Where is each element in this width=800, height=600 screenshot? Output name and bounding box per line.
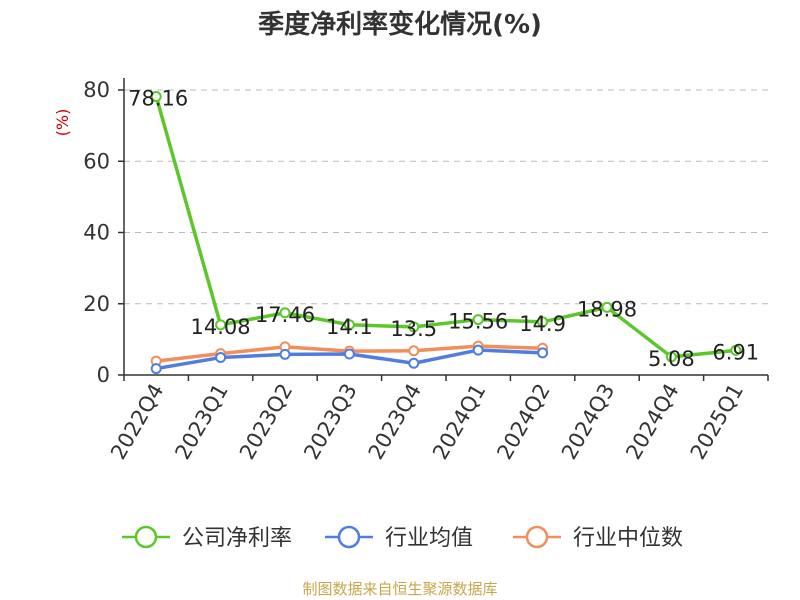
xtick-label: 2023Q2 <box>235 380 297 464</box>
data-point[interactable] <box>601 301 613 313</box>
xtick-label: 2023Q3 <box>299 380 361 464</box>
ytick-label: 20 <box>83 292 110 316</box>
legend-label: 行业中位数 <box>573 526 683 551</box>
chart-title: 季度净利率变化情况(%) <box>258 10 542 40</box>
data-label: 14.1 <box>326 315 373 339</box>
xtick-label: 2022Q4 <box>106 380 168 464</box>
legend-item-2[interactable]: 行业中位数 <box>513 525 683 551</box>
legend-marker <box>134 525 158 549</box>
legend-label: 行业均值 <box>385 526 473 551</box>
data-point[interactable] <box>408 345 420 357</box>
data-point[interactable] <box>279 307 291 319</box>
ytick-label: 80 <box>83 78 110 102</box>
data-label: 14.9 <box>519 312 566 336</box>
data-point[interactable] <box>665 351 677 363</box>
ytick-label: 0 <box>97 363 110 387</box>
data-point[interactable] <box>215 319 227 331</box>
data-label: 18.98 <box>577 297 637 321</box>
data-point[interactable] <box>408 357 420 369</box>
legend-marker <box>337 525 361 549</box>
source-note: 制图数据来自恒生聚源数据库 <box>302 580 498 598</box>
data-point[interactable] <box>150 363 162 375</box>
data-label: 15.56 <box>448 310 508 334</box>
xtick-label: 2024Q3 <box>557 380 619 464</box>
data-point[interactable] <box>343 348 355 360</box>
xtick-label: 2024Q1 <box>428 380 490 464</box>
xtick-label: 2024Q4 <box>621 380 683 464</box>
data-label: 13.5 <box>390 317 437 341</box>
data-point[interactable] <box>150 91 162 103</box>
ytick-label: 60 <box>83 149 110 173</box>
data-label: 14.08 <box>191 315 251 339</box>
data-point[interactable] <box>472 314 484 326</box>
legend-item-1[interactable]: 行业均值 <box>325 525 473 551</box>
data-point[interactable] <box>472 344 484 356</box>
legend-label: 公司净利率 <box>182 526 292 551</box>
series-line-0 <box>154 96 736 359</box>
data-point[interactable] <box>408 321 420 333</box>
data-label: 5.08 <box>648 347 695 371</box>
ytick-label: 40 <box>83 221 110 245</box>
data-point[interactable] <box>215 352 227 364</box>
data-point[interactable] <box>343 319 355 331</box>
data-point[interactable] <box>537 316 549 328</box>
xtick-label: 2023Q1 <box>170 380 232 464</box>
xtick-label: 2024Q2 <box>492 380 554 464</box>
data-point[interactable] <box>279 348 291 360</box>
data-label: 6.91 <box>712 340 759 364</box>
legend-item-0[interactable]: 公司净利率 <box>122 525 292 551</box>
legend[interactable]: 公司净利率 行业均值 行业中位数 <box>122 525 683 551</box>
xtick-label: 2023Q4 <box>364 380 426 464</box>
y-axis-label: (%) <box>53 109 72 137</box>
data-label: 78.16 <box>128 87 188 111</box>
axes: 0 20 40 60 80 (%) 2022Q4 2023Q1 2023Q2 2023Q3 2023… <box>53 78 769 464</box>
data-point[interactable] <box>537 347 549 359</box>
xtick-label: 2025Q1 <box>686 380 748 464</box>
data-label: 17.46 <box>255 303 315 327</box>
series-lines <box>150 91 742 375</box>
legend-marker <box>525 525 549 549</box>
grid-lines <box>124 89 768 305</box>
data-point[interactable] <box>730 344 742 356</box>
